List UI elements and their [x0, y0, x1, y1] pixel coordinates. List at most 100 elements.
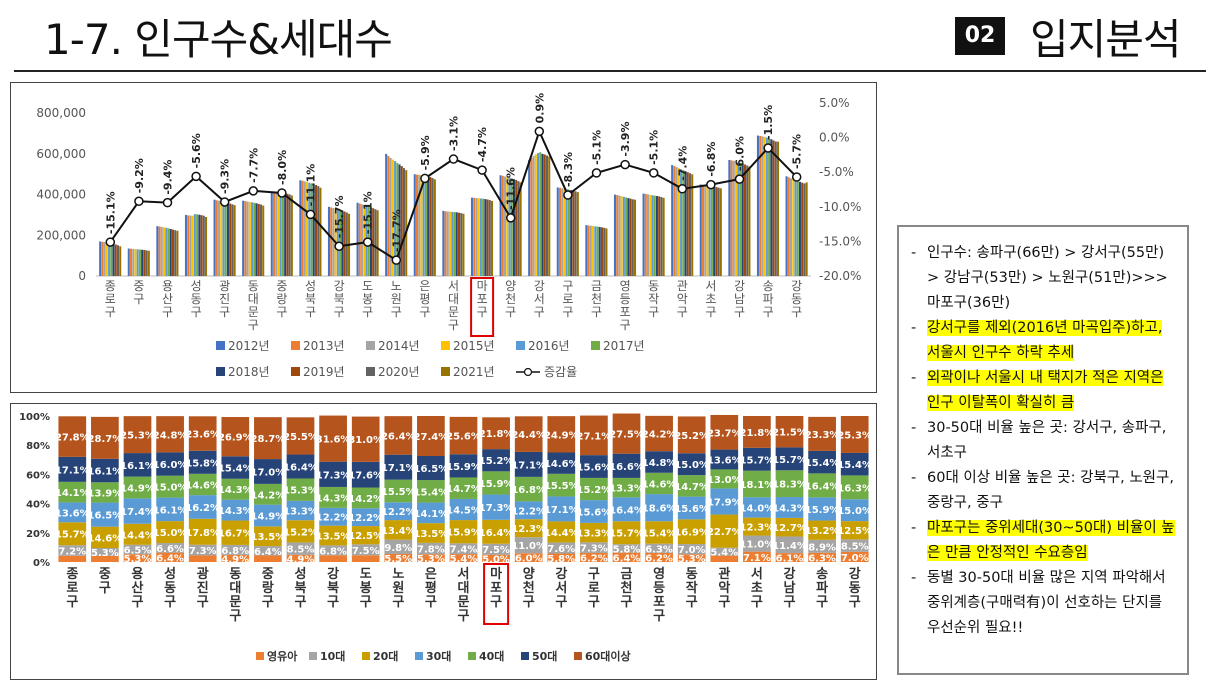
age-segment-label: 13.0%: [707, 475, 742, 486]
age-segment-label: 6.2%: [645, 553, 673, 564]
population-bar: [308, 182, 311, 276]
age-ratio-chart-panel: 100% 80% 60% 40% 20% 0% 7.2% 15.7% 13.6% 14.1% 17.…: [10, 403, 877, 680]
population-bar: [332, 208, 335, 276]
population-bar: [251, 202, 254, 276]
age-segment-label: 14.8%: [642, 458, 677, 469]
population-bar: [105, 242, 108, 276]
population-bar: [772, 140, 775, 276]
age-segment-label: 18.6%: [642, 504, 677, 515]
legend-swatch: [516, 341, 525, 350]
age-segment-label: 26.9%: [218, 433, 253, 444]
population-bar: [224, 202, 227, 276]
population-bar: [288, 194, 291, 276]
population-bar: [398, 164, 401, 276]
age-segment-label: 7.1%: [743, 553, 771, 564]
population-bar: [576, 192, 579, 276]
age-segment: [351, 526, 380, 545]
population-bar: [134, 249, 137, 276]
population-bar: [136, 249, 139, 276]
age-segment: [840, 475, 869, 500]
age-segment-label: 12.2%: [316, 513, 351, 524]
population-bar: [598, 226, 601, 276]
note-text: 동별 30-50대 비율 많은 지역 파악해서 중위계층(구매력有)이 선호하는…: [927, 570, 1166, 636]
population-bar: [119, 246, 122, 276]
age-segment-label: 17.6%: [348, 471, 383, 482]
age-segment-label: 22.7%: [707, 527, 742, 538]
population-bar: [616, 194, 619, 276]
population-bar: [477, 198, 480, 276]
population-bar: [699, 184, 702, 276]
population-bar: [196, 214, 199, 276]
age-segment: [417, 542, 445, 555]
population-bar: [420, 175, 423, 276]
growth-rate-point: [248, 186, 259, 196]
y2-tick-label: -15.0%: [819, 234, 861, 248]
age-segment: [612, 544, 641, 553]
age-segment: [351, 544, 380, 556]
age-segment-label: 18.3%: [772, 480, 807, 491]
age-segment-label: 15.9%: [479, 479, 514, 490]
legend-label: 60대이상: [585, 649, 631, 663]
age-segment: [254, 504, 282, 527]
age-segment: [580, 477, 608, 501]
population-bar: [319, 187, 322, 276]
population-bar: [257, 203, 260, 276]
growth-rate-label: -4.7%: [476, 127, 489, 162]
population-bar: [262, 205, 265, 276]
age-segment: [547, 416, 576, 453]
age-segment-label: 15.6%: [577, 507, 612, 518]
age-segment-label: 6.4%: [156, 553, 184, 564]
growth-rate-label: -5.7%: [791, 134, 804, 169]
age-segment-label: 14.1%: [55, 488, 90, 499]
growth-rate-point: [162, 197, 173, 208]
age-segment: [221, 499, 250, 521]
population-bar: [226, 202, 229, 276]
population-bar: [534, 154, 537, 276]
section-number-badge: 02: [955, 17, 1005, 55]
age-segment-label: 7.3%: [189, 546, 217, 557]
age-segment: [188, 544, 217, 556]
age-segment: [58, 522, 87, 546]
age-segment-label: 15.4%: [805, 458, 840, 469]
growth-rate-point: [477, 165, 487, 175]
growth-rate-label: -5.9%: [419, 135, 432, 170]
age-segment: [384, 539, 413, 554]
age-segment-label: 15.9%: [446, 528, 481, 539]
age-segment: [840, 521, 869, 540]
population-bar: [756, 135, 759, 276]
age-segment-label: 13.9%: [88, 488, 123, 499]
legend-label: 2013년: [303, 339, 345, 353]
age-segment-label: 5.3%: [417, 554, 445, 565]
population-bar: [567, 189, 570, 276]
population-bar: [389, 157, 392, 276]
population-bar: [748, 166, 751, 276]
age-segment-label: 17.9%: [707, 497, 742, 508]
population-bar: [600, 227, 603, 276]
population-bar: [768, 138, 771, 276]
growth-rate-point: [391, 255, 402, 265]
population-bar: [491, 200, 494, 276]
age-segment-label: 5.3%: [678, 554, 706, 565]
age-segment-label: 7.5%: [482, 545, 510, 556]
population-bar: [620, 196, 623, 276]
population-bar: [171, 229, 174, 276]
population-bar: [596, 226, 599, 276]
growth-rate-point: [563, 190, 573, 200]
growth-rate-point: [334, 241, 344, 251]
age-segment: [123, 476, 152, 499]
population-bar: [728, 159, 731, 276]
age-segment: [58, 545, 87, 556]
legend-swatch: [574, 652, 582, 660]
population-bar: [539, 152, 542, 276]
y2-tick-label: -10.0%: [819, 200, 861, 214]
y-tick-label: 60%: [26, 470, 50, 481]
population-bar: [272, 191, 276, 276]
population-bar: [691, 174, 694, 276]
population-bar: [246, 201, 249, 276]
population-bar: [634, 199, 637, 276]
